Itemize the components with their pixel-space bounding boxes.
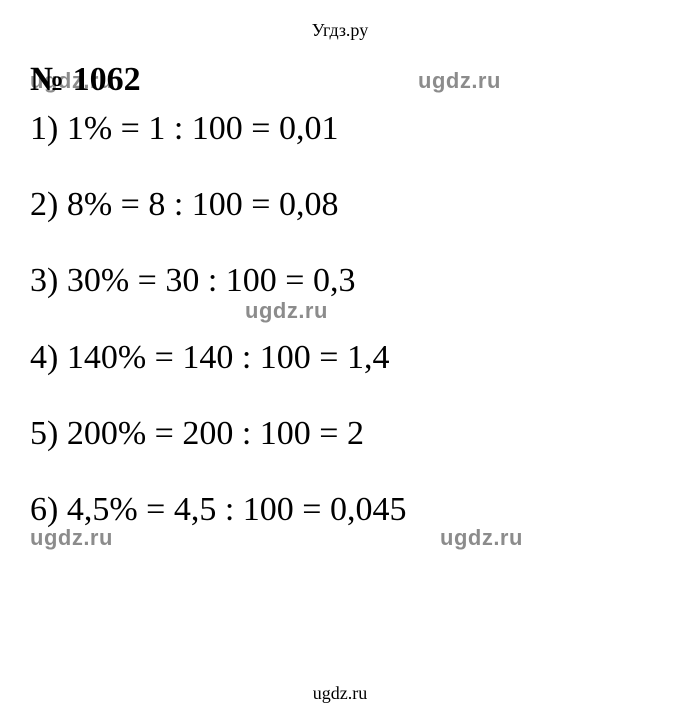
solution-line-3: 3) 30% = 30 : 100 = 0,3 [30,259,650,303]
solution-line-6: 6) 4,5% = 4,5 : 100 = 0,045 [30,488,650,532]
solution-line-1: 1) 1% = 1 : 100 = 0,01 [30,107,650,151]
page-footer: ugdz.ru [0,683,680,704]
problem-number: № 1062 [30,61,650,99]
solution-line-4: 4) 140% = 140 : 100 = 1,4 [30,336,650,380]
solution-line-5: 5) 200% = 200 : 100 = 2 [30,412,650,456]
solution-line-2: 2) 8% = 8 : 100 = 0,08 [30,183,650,227]
page-header: Угдз.ру [30,20,650,41]
